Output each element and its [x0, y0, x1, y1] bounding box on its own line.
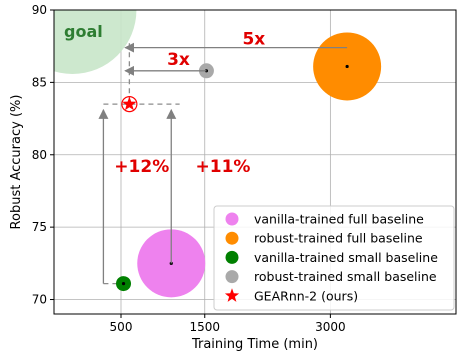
point-center-dot [121, 282, 126, 286]
annotation-label: +11% [196, 157, 251, 177]
annotation-label: 5x [242, 30, 265, 50]
goal-region [54, 10, 137, 74]
legend: vanilla-trained full baseline robust-trai… [213, 205, 455, 311]
x-axis-label: Training Time (min) [191, 337, 318, 352]
legend-marker [225, 231, 239, 245]
annotation-label: 3x [167, 50, 190, 70]
y-tick-label: 70 [32, 293, 47, 307]
y-axis-label: Robust Accuracy (%) [9, 95, 24, 230]
gearnn-2-point [122, 96, 137, 111]
x-tick-label: 3000 [315, 320, 346, 334]
y-tick-label: 85 [32, 75, 47, 89]
legend-marker [225, 212, 239, 226]
ticks: 500 1500 3000 70 75 80 85 90 [32, 3, 346, 334]
legend-label: vanilla-trained full baseline [254, 212, 424, 227]
goal-label: goal [64, 22, 103, 41]
plot-frame [53, 9, 457, 315]
legend-label: vanilla-trained small baseline [254, 250, 438, 265]
y-tick-label: 90 [32, 3, 47, 17]
legend-marker [225, 270, 239, 284]
legend-label: robust-trained small baseline [254, 269, 437, 284]
legend-marker [225, 250, 239, 264]
point-center-dot [345, 64, 349, 69]
y-tick-label: 75 [32, 220, 47, 234]
plot-body: goal 5x 3x +12% +11% [54, 10, 382, 298]
x-tick-label: 1500 [189, 320, 220, 334]
x-tick-label: 500 [110, 320, 133, 334]
legend-frame [213, 205, 455, 311]
annotation-label: +12% [114, 157, 169, 177]
legend-label: GEARnn-2 (ours) [254, 288, 358, 303]
legend-label: robust-trained full baseline [254, 231, 423, 246]
gearnn-ring [121, 95, 138, 113]
legend-marker [224, 288, 240, 302]
y-tick-label: 80 [32, 148, 47, 162]
